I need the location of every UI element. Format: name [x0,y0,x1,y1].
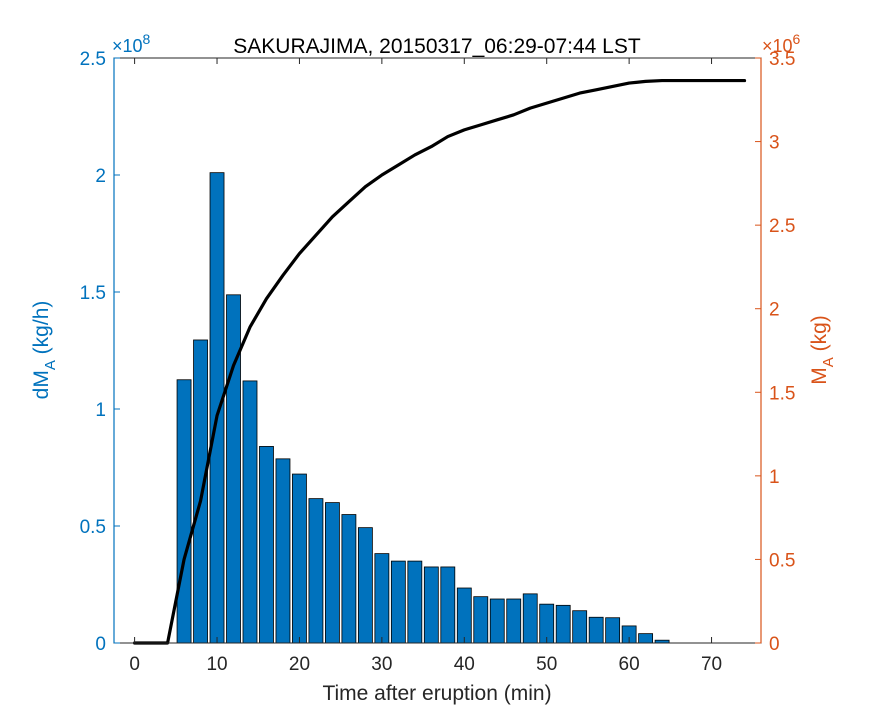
bar [325,502,340,644]
x-axis-label: Time after eruption (min) [322,682,551,705]
bar [440,566,456,644]
bar-series [176,172,670,644]
bar [522,593,538,644]
right-axis-exponent: ×106 [762,31,801,56]
bar [572,610,588,644]
x-tick-label: 0 [129,654,140,675]
left-tick-label: 0 [95,634,106,655]
x-tick-label: 70 [701,654,722,675]
right-axis-ticks: 0 0.5 1 1.5 2 2.5 3 3.5 [755,49,795,655]
left-axis-ticks: 0 0.5 1 1.5 2 2.5 [80,49,120,655]
left-axis-label: dMA (kg/h) [30,301,59,400]
left-label-main: dM [30,370,53,399]
right-tick-label: 2.5 [769,216,795,237]
svg-text:×108: ×108 [112,31,151,56]
right-tick-label: 1 [769,467,780,488]
bar [506,598,522,644]
bar [275,458,291,644]
left-tick-label: 1 [95,400,106,421]
bar [242,380,258,644]
bar [341,514,357,644]
cumulative-mass-line [133,78,747,645]
right-tick-label: 1.5 [769,383,795,404]
left-tick-label: 2.5 [80,49,106,70]
line-series [133,78,747,645]
right-tick-label: 3 [769,133,780,154]
bar [209,172,225,644]
bar [176,379,192,644]
right-label-main: M [808,367,831,385]
left-tick-label: 2 [95,166,106,187]
bar [638,633,654,644]
svg-text:MA (kg): MA (kg) [808,315,837,385]
x-tick-label: 30 [371,654,392,675]
bar [374,553,390,644]
bar [390,560,406,644]
chart-title: SAKURAJIMA, 20150317_06:29-07:44 LST [233,35,641,58]
bar [193,339,208,644]
svg-text:×106: ×106 [762,31,801,56]
bar [489,598,505,644]
right-label-unit-text: (kg) [808,315,831,351]
x-tick-label: 50 [536,654,557,675]
bar [456,587,472,644]
right-tick-label: 2 [769,300,780,321]
right-tick-label: 3.5 [769,49,795,70]
bar [423,566,439,644]
right-tick-label: 0.5 [769,550,795,571]
x-axis-ticks: 0 10 20 30 40 50 60 70 [129,58,722,675]
right-label-subscript: A [820,357,837,367]
left-label-subscript: A [42,360,59,370]
bar [259,446,274,644]
bar [588,616,604,644]
svg-text:dMA (kg/h): dMA (kg/h) [30,301,59,400]
left-tick-label: 0.5 [80,517,106,538]
right-tick-label: 0 [769,634,780,655]
right-exponent-power: 6 [793,31,801,47]
right-exponent-base: ×10 [762,36,793,56]
bar [357,527,373,644]
x-tick-label: 10 [206,654,227,675]
bar [473,596,489,644]
bar [292,473,307,644]
right-axis-label: MA (kg) [808,315,837,385]
x-tick-label: 20 [289,654,310,675]
x-tick-label: 40 [454,654,475,675]
bar [605,617,621,644]
bar [308,498,324,644]
bar [226,294,241,644]
left-tick-label: 1.5 [80,283,106,304]
x-tick-label: 60 [619,654,640,675]
left-exponent-power: 8 [143,31,151,47]
left-exponent-base: ×10 [112,36,143,56]
bar [407,560,423,644]
left-label-unit-text: (kg/h) [30,301,53,355]
left-axis-exponent: ×108 [112,31,151,56]
bar [555,604,571,644]
